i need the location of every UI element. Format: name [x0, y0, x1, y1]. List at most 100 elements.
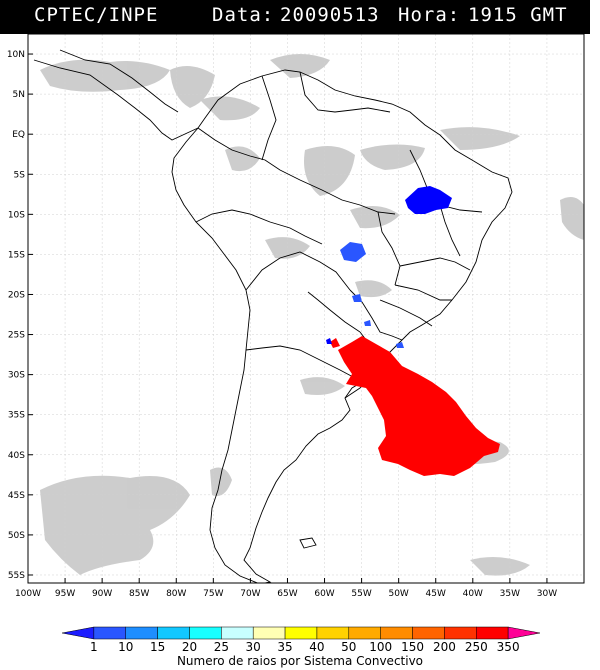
ray-cluster-mid	[364, 320, 371, 326]
colorbar-caption: Numero de raios por Sistema Convectivo	[177, 654, 423, 668]
date-value: 20090513	[280, 4, 380, 26]
colorbar-segment	[61, 626, 95, 640]
lon-tick-label: 60W	[314, 589, 334, 599]
lon-tick-label: 75W	[203, 589, 223, 599]
lat-tick-label: 5N	[13, 90, 25, 100]
graticule	[28, 34, 584, 583]
country-border	[245, 345, 356, 379]
colorbar-label: 30	[246, 640, 261, 654]
colorbar-segment	[412, 626, 445, 640]
lat-tick-label: 5S	[14, 170, 26, 180]
latitude-axis: 10N 5N EQ 5S 10S 15S 20S 25S 30S 35S 40S 45S 50S 55S	[7, 50, 33, 581]
lat-tick-label: 20S	[8, 290, 25, 300]
colorbar-label: 10	[118, 640, 133, 654]
lat-tick-label: 10S	[8, 210, 25, 220]
colorbar	[61, 626, 541, 640]
lat-tick-label: EQ	[12, 130, 25, 140]
colorbar-label: 40	[309, 640, 324, 654]
colorbar-label: 250	[465, 640, 488, 654]
ray-cluster-mid	[352, 294, 362, 302]
colorbar-label: 25	[214, 640, 229, 654]
colorbar-segment	[189, 626, 222, 640]
cloud-patch	[300, 377, 345, 395]
lat-tick-label: 55S	[8, 571, 25, 581]
colorbar-label: 50	[341, 640, 356, 654]
cloud-patch	[225, 146, 260, 172]
country-border	[399, 257, 471, 271]
cloud-patch	[304, 146, 355, 196]
lat-tick-label: 45S	[8, 491, 25, 501]
cloud-patch	[355, 280, 392, 298]
lat-tick-label: 40S	[8, 451, 25, 461]
lon-tick-label: 50W	[388, 589, 408, 599]
country-border	[307, 291, 361, 333]
cloud-patch	[170, 66, 215, 108]
lat-tick-label: 50S	[8, 531, 25, 541]
colorbar-segment	[157, 626, 190, 640]
country-border	[245, 251, 351, 291]
cloud-patch	[200, 96, 260, 121]
lat-tick-label: 25S	[8, 331, 25, 341]
colorbar-label: 35	[277, 640, 292, 654]
lon-tick-label: 85W	[129, 589, 149, 599]
country-border	[379, 299, 433, 327]
colorbar-segment	[380, 626, 413, 640]
map-frame	[27, 33, 585, 584]
colorbar-segment	[316, 626, 350, 640]
lon-tick-label: 95W	[55, 589, 75, 599]
cloud-patch	[40, 475, 190, 575]
colorbar-label: 100	[369, 640, 392, 654]
colorbar-label: 150	[401, 640, 424, 654]
colorbar-segment	[125, 626, 158, 640]
lon-tick-label: 55W	[351, 589, 371, 599]
lon-tick-label: 90W	[92, 589, 112, 599]
cloud-patch	[350, 206, 400, 229]
colorbar-label: 15	[150, 640, 165, 654]
lon-tick-label: 40W	[463, 589, 483, 599]
central-america-coast	[33, 59, 199, 141]
date-label: Data:	[212, 4, 275, 26]
cloud-patch	[440, 127, 520, 150]
colorbar-segment	[476, 626, 509, 640]
ray-cluster-mid	[340, 242, 366, 262]
colorbar-segment	[444, 626, 477, 640]
lightning-layer	[326, 186, 500, 476]
cloud-cover-layer	[40, 54, 584, 576]
ray-cluster-low	[326, 338, 332, 344]
colorbar-label: 20	[182, 640, 197, 654]
lon-tick-label: 65W	[277, 589, 297, 599]
ray-cluster-high	[330, 338, 340, 348]
country-border	[197, 127, 396, 215]
cloud-patch	[560, 196, 584, 240]
colorbar-segment	[93, 626, 126, 640]
south-america-coast	[171, 69, 513, 583]
ray-cluster-high	[338, 336, 500, 476]
coastline-layer	[33, 49, 513, 583]
time-label: Hora:	[398, 4, 461, 26]
colorbar-segment	[348, 626, 381, 640]
country-border	[261, 75, 277, 161]
lon-tick-label: 35W	[500, 589, 520, 599]
lon-tick-label: 70W	[240, 589, 260, 599]
country-border	[299, 71, 391, 113]
country-border	[377, 211, 401, 286]
agency-label: CPTEC/INPE	[34, 4, 159, 26]
cloud-patch	[40, 59, 170, 92]
lon-tick-label: 80W	[166, 589, 186, 599]
colorbar-segment	[252, 626, 286, 640]
colorbar-segment	[284, 626, 318, 640]
ray-cluster-mid	[396, 342, 404, 348]
country-border	[195, 209, 323, 245]
colorbar-label: 350	[497, 640, 520, 654]
lon-tick-label: 45W	[426, 589, 446, 599]
header-bar: CPTEC/INPE Data: 20090513 Hora: 1915 GMT	[0, 0, 590, 34]
lon-tick-label: 30W	[537, 589, 557, 599]
lon-tick-label: 100W	[15, 589, 41, 599]
lat-tick-label: 35S	[8, 411, 25, 421]
lat-tick-label: 10N	[7, 50, 25, 60]
ray-cluster-low	[405, 186, 452, 214]
colorbar-label: 1	[90, 640, 98, 654]
falkland-islands	[299, 537, 317, 549]
colorbar-segment	[507, 626, 541, 640]
